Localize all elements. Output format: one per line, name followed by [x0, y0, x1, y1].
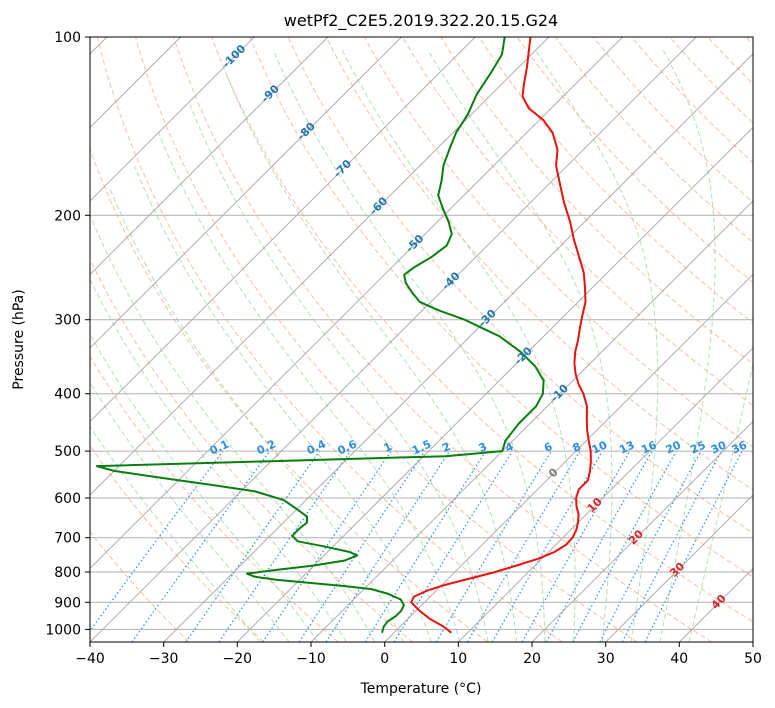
mixing-ratio-line: [218, 450, 351, 642]
x-axis-ticks: −40 −30 −20 −10 0 10 20 30 40 50: [75, 642, 762, 667]
isotherm-line: [90, 37, 697, 642]
x-tick-label: −30: [149, 651, 179, 667]
y-tick-label: 1000: [45, 622, 81, 638]
mixing-ratio-line: [435, 450, 552, 642]
isotherm-line: [236, 126, 753, 642]
isotherm-line: [605, 494, 753, 642]
mixing-ratio-line: [572, 450, 677, 642]
y-tick-label: 300: [54, 313, 81, 329]
mixing-ratio-line: [491, 450, 604, 642]
mixing-ratio-line: [521, 450, 631, 642]
moist-adiabat-line: [90, 425, 261, 642]
dry-adiabat-line: [90, 530, 190, 642]
dry-adiabat-line: [90, 355, 339, 642]
moist-adiabat-line: [534, 49, 659, 642]
dry-adiabat-line: [592, 37, 753, 203]
moist-adiabat-line: [225, 72, 517, 642]
isotherm-line: [531, 420, 753, 642]
moist-adiabat-line: [341, 49, 576, 642]
temperature-profile-line: [410, 37, 592, 634]
isotherm-line: [90, 37, 623, 570]
moist-adiabat-line: [90, 381, 290, 642]
mixing-ratio-line: [131, 450, 271, 642]
dry-adiabat-line: [249, 37, 753, 578]
dry-adiabat-line: [516, 37, 753, 284]
isotherm-line: [163, 53, 753, 642]
dry-adiabat-line: [211, 37, 753, 623]
isotherms: [90, 37, 753, 642]
x-tick-label: −20: [223, 651, 253, 667]
mixing-ratio-line: [325, 450, 451, 642]
pressure-gridlines: [90, 37, 753, 630]
moist-adiabat-line: [90, 333, 319, 642]
mixing-ratio-line: [185, 450, 321, 642]
mixing-ratio-label: 30: [709, 438, 729, 456]
dry-adiabat-line: [134, 37, 638, 642]
x-tick-label: 30: [597, 651, 615, 667]
mixing-ratio-label: 16: [639, 438, 659, 456]
chart-title: wetPf2_C2E5.2019.322.20.15.G24: [284, 11, 558, 31]
dry-adiabat-line: [173, 37, 712, 642]
isotherm-line: [310, 200, 753, 642]
moist-adiabat-line: [189, 104, 489, 642]
dry-adiabat-line: [478, 37, 753, 324]
moist-adiabat-line: [688, 361, 753, 642]
dry-adiabat-line: [325, 37, 753, 491]
mixing-ratio-label: 36: [730, 438, 750, 456]
x-tick-label: 20: [523, 651, 541, 667]
mixing-ratio-label: 25: [688, 438, 707, 456]
mixing-ratio-label: 10: [590, 438, 610, 456]
y-tick-label: 800: [54, 565, 81, 581]
y-tick-label: 100: [54, 30, 81, 46]
y-axis-ticks: 100 200 300 400 500 600 700 800 900 1000: [45, 30, 90, 638]
isotherm-line: [384, 273, 753, 642]
y-tick-label: 900: [54, 595, 81, 611]
x-axis-label: Temperature (°C): [360, 681, 482, 697]
moist-adiabat-line: [272, 49, 546, 642]
y-tick-label: 200: [54, 208, 81, 224]
moist-adiabat-line: [659, 49, 716, 642]
isotherm-line: [90, 37, 402, 349]
x-tick-label: −40: [75, 651, 105, 667]
moist-adiabat-line: [90, 278, 347, 642]
plot-content: 0.1 0.2 0.4 0.6 1 1.5 2 3 4 6 8 10 13 16 20 25 30 36-100-…: [90, 37, 753, 642]
dry-adiabat-line: [402, 37, 753, 406]
dry-adiabat-line: [96, 37, 563, 642]
dry-adiabat-line: [90, 147, 488, 642]
y-tick-label: 600: [54, 491, 81, 507]
plot-frame: [89, 36, 754, 643]
moist-adiabat-line: [133, 165, 432, 642]
mixing-ratio-label: 20: [664, 438, 684, 456]
isotherm-line: [90, 37, 255, 202]
y-axis-label: Pressure (hPa): [11, 289, 27, 389]
x-tick-label: 10: [449, 651, 467, 667]
moist-adiabat-line: [109, 188, 404, 642]
y-tick-label: 700: [54, 531, 81, 547]
mixing-ratio-line: [466, 450, 581, 642]
profiles: [95, 37, 592, 634]
dry-adiabat-line: [287, 37, 753, 534]
plot-area: [90, 37, 753, 642]
x-tick-label: −10: [296, 651, 326, 667]
x-tick-label: 50: [744, 651, 762, 667]
mixing-ratio-lines: [90, 450, 743, 642]
mixing-ratio-line: [393, 450, 513, 642]
isotherm-line: [90, 37, 550, 496]
x-tick-label: 0: [380, 651, 389, 667]
mixing-ratio-line: [364, 450, 487, 642]
mixing-ratio-label: 13: [617, 438, 636, 456]
isotherm-line: [90, 37, 329, 276]
isotherm-line: [90, 37, 476, 423]
y-tick-label: 500: [54, 444, 81, 460]
isotherm-line: [457, 347, 753, 642]
dewpoint-profile-line: [95, 37, 545, 634]
y-tick-label: 400: [54, 387, 81, 403]
x-tick-label: 40: [670, 651, 688, 667]
